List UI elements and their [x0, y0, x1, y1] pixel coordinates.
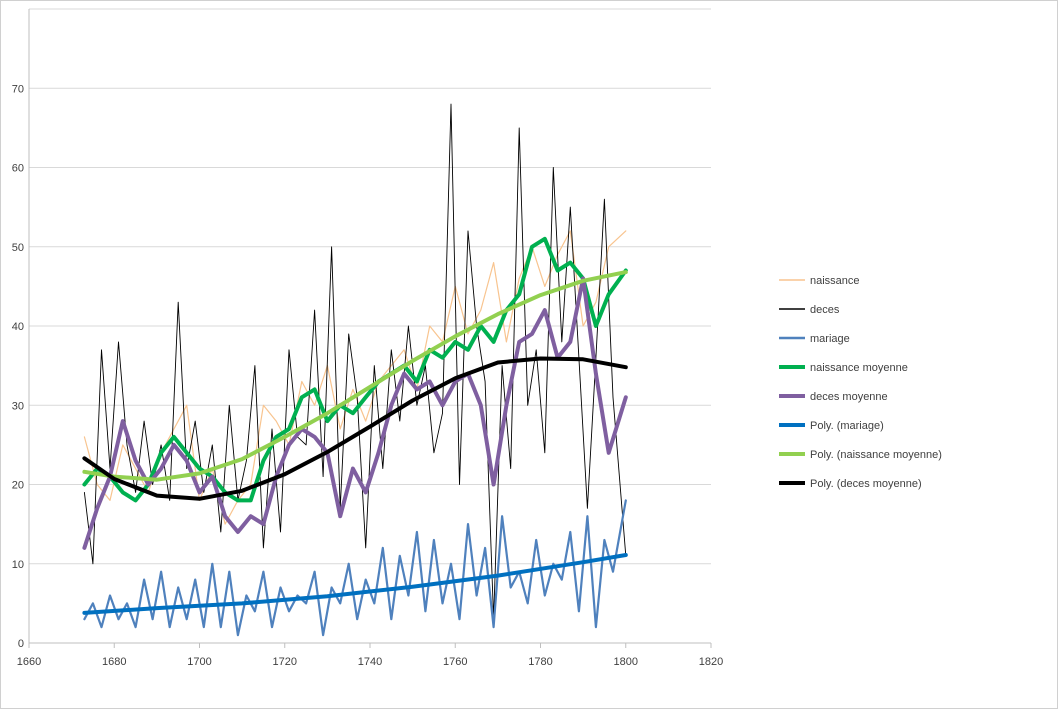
x-tick-label: 1680 — [102, 656, 126, 668]
legend-entry: Poly. (deces moyenne) — [810, 478, 922, 490]
legend-entry: Poly. (naissance moyenne) — [810, 449, 942, 461]
x-tick-label: 1760 — [443, 656, 467, 668]
series-line-1 — [83, 103, 627, 620]
legend-entry: mariage — [810, 333, 850, 345]
x-tick-label: 1820 — [699, 656, 723, 668]
series-line-4 — [82, 276, 628, 550]
y-tick-label: 40 — [12, 321, 24, 333]
series-line-3 — [82, 236, 628, 503]
x-tick-label: 1660 — [17, 656, 41, 668]
legend-entry: deces moyenne — [810, 391, 888, 403]
legend-entry: deces — [810, 304, 840, 316]
legend-entry: naissance — [810, 275, 860, 287]
tick-labels: 0 10 20 30 40 50 60 70 1660 1680 1700 1720 1740 1760 1… — [12, 83, 723, 668]
series-line-7 — [82, 356, 628, 501]
y-tick-label: 20 — [12, 480, 24, 492]
series-line-5 — [82, 553, 628, 615]
y-tick-label: 70 — [12, 83, 24, 95]
y-tick-label: 50 — [12, 242, 24, 254]
series-line-6 — [82, 270, 628, 482]
y-tick-label: 60 — [12, 163, 24, 175]
legend: naissance deces mariage naissance moyenne de… — [779, 275, 942, 490]
y-tick-label: 0 — [18, 638, 24, 650]
y-tick-label: 10 — [12, 559, 24, 571]
x-tick-label: 1800 — [614, 656, 638, 668]
x-tick-label: 1740 — [358, 656, 382, 668]
legend-entry: Poly. (mariage) — [810, 420, 884, 432]
series-lines — [82, 103, 628, 637]
legend-entry: naissance moyenne — [810, 362, 908, 374]
x-tick-label: 1780 — [528, 656, 552, 668]
x-tick-label: 1700 — [187, 656, 211, 668]
grid-lines — [29, 8, 711, 565]
x-tick-label: 1720 — [273, 656, 297, 668]
axes — [28, 9, 712, 648]
y-tick-label: 30 — [12, 400, 24, 412]
